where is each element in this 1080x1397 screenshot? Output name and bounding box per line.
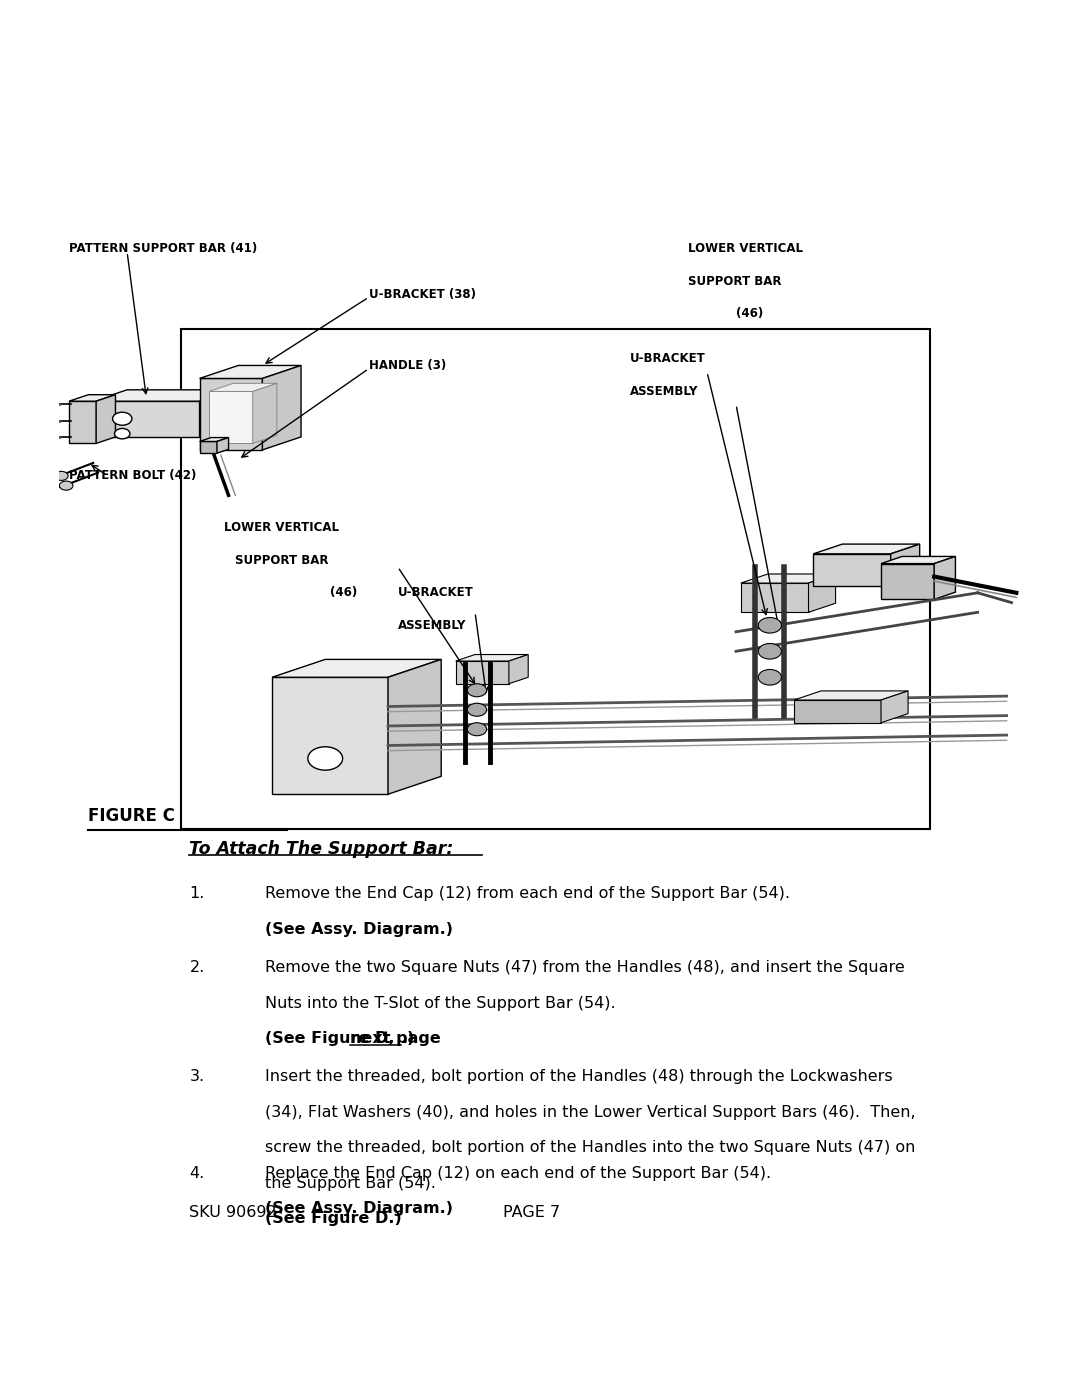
Polygon shape	[509, 655, 528, 683]
Polygon shape	[210, 383, 276, 391]
Polygon shape	[794, 700, 881, 722]
Circle shape	[468, 703, 487, 717]
Text: (See Assy. Diagram.): (See Assy. Diagram.)	[265, 1201, 453, 1217]
Text: (See Assy. Diagram.): (See Assy. Diagram.)	[265, 922, 453, 937]
Bar	[181, 330, 930, 830]
Text: LOWER VERTICAL: LOWER VERTICAL	[225, 521, 339, 535]
Text: ASSEMBLY: ASSEMBLY	[397, 619, 467, 631]
Text: (See Figure D.): (See Figure D.)	[265, 1211, 402, 1227]
Circle shape	[758, 617, 782, 633]
Text: HANDLE (3): HANDLE (3)	[368, 359, 446, 372]
Polygon shape	[69, 395, 116, 401]
Text: SUPPORT BAR: SUPPORT BAR	[688, 274, 781, 288]
Polygon shape	[200, 390, 233, 437]
Polygon shape	[881, 692, 908, 722]
Polygon shape	[272, 659, 442, 678]
Text: SUPPORT BAR: SUPPORT BAR	[235, 553, 328, 567]
Text: ASSEMBLY: ASSEMBLY	[630, 386, 698, 398]
Polygon shape	[200, 437, 229, 441]
Polygon shape	[456, 655, 528, 661]
Polygon shape	[253, 383, 276, 443]
Polygon shape	[210, 391, 253, 443]
Circle shape	[758, 644, 782, 659]
Text: 1.: 1.	[189, 886, 205, 901]
Text: (See Figure D,: (See Figure D,	[265, 1031, 400, 1046]
Polygon shape	[262, 366, 301, 450]
Polygon shape	[93, 401, 200, 437]
Polygon shape	[881, 563, 934, 599]
Text: FIGURE C: FIGURE C	[89, 807, 175, 826]
Polygon shape	[813, 553, 891, 587]
Text: Remove the two Square Nuts (47) from the Handles (48), and insert the Square: Remove the two Square Nuts (47) from the…	[265, 960, 904, 975]
Text: PAGE 7: PAGE 7	[503, 1204, 561, 1220]
Polygon shape	[813, 543, 920, 553]
Polygon shape	[200, 366, 301, 379]
Circle shape	[55, 471, 68, 481]
Text: the Support Bar (54).: the Support Bar (54).	[265, 1175, 435, 1190]
Text: Insert the threaded, bolt portion of the Handles (48) through the Lockwashers: Insert the threaded, bolt portion of the…	[265, 1069, 892, 1084]
Polygon shape	[794, 692, 908, 700]
Text: (46): (46)	[330, 587, 357, 599]
Text: next page: next page	[350, 1031, 441, 1046]
Polygon shape	[809, 574, 836, 612]
Text: To Attach The Support Bar:: To Attach The Support Bar:	[189, 840, 454, 858]
Polygon shape	[741, 574, 836, 583]
Polygon shape	[217, 437, 229, 453]
Polygon shape	[388, 659, 442, 793]
Text: Nuts into the T-Slot of the Support Bar (54).: Nuts into the T-Slot of the Support Bar …	[265, 996, 616, 1011]
Text: U-BRACKET: U-BRACKET	[397, 587, 473, 599]
Circle shape	[112, 412, 132, 425]
Text: Remove the End Cap (12) from each end of the Support Bar (54).: Remove the End Cap (12) from each end of…	[265, 886, 789, 901]
Text: (46): (46)	[737, 307, 764, 320]
Text: 2.: 2.	[189, 960, 204, 975]
Circle shape	[308, 747, 342, 770]
Text: LOWER VERTICAL: LOWER VERTICAL	[688, 242, 802, 256]
Circle shape	[114, 429, 130, 439]
Polygon shape	[93, 390, 233, 401]
Text: SKU 90692: SKU 90692	[189, 1204, 278, 1220]
Circle shape	[468, 722, 487, 736]
Circle shape	[59, 481, 73, 490]
Text: U-BRACKET: U-BRACKET	[630, 352, 705, 366]
Circle shape	[758, 669, 782, 685]
Text: 3.: 3.	[189, 1069, 204, 1084]
Polygon shape	[200, 441, 217, 453]
Circle shape	[468, 683, 487, 697]
Text: (34), Flat Washers (40), and holes in the Lower Vertical Support Bars (46).  The: (34), Flat Washers (40), and holes in th…	[265, 1105, 916, 1119]
Polygon shape	[741, 583, 809, 612]
Text: screw the threaded, bolt portion of the Handles into the two Square Nuts (47) on: screw the threaded, bolt portion of the …	[265, 1140, 915, 1155]
Text: Replace the End Cap (12) on each end of the Support Bar (54).: Replace the End Cap (12) on each end of …	[265, 1166, 771, 1180]
Polygon shape	[881, 556, 956, 563]
Polygon shape	[891, 543, 920, 587]
Polygon shape	[272, 678, 388, 793]
Polygon shape	[96, 395, 116, 443]
Text: PATTERN BOLT (42): PATTERN BOLT (42)	[69, 469, 197, 482]
Text: PATTERN SUPPORT BAR (41): PATTERN SUPPORT BAR (41)	[69, 242, 257, 256]
Polygon shape	[200, 379, 262, 450]
Polygon shape	[934, 556, 956, 599]
Text: 4.: 4.	[189, 1166, 204, 1180]
Text: U-BRACKET (38): U-BRACKET (38)	[368, 288, 475, 300]
Polygon shape	[456, 661, 509, 683]
Text: .): .)	[402, 1031, 415, 1046]
Polygon shape	[69, 401, 96, 443]
